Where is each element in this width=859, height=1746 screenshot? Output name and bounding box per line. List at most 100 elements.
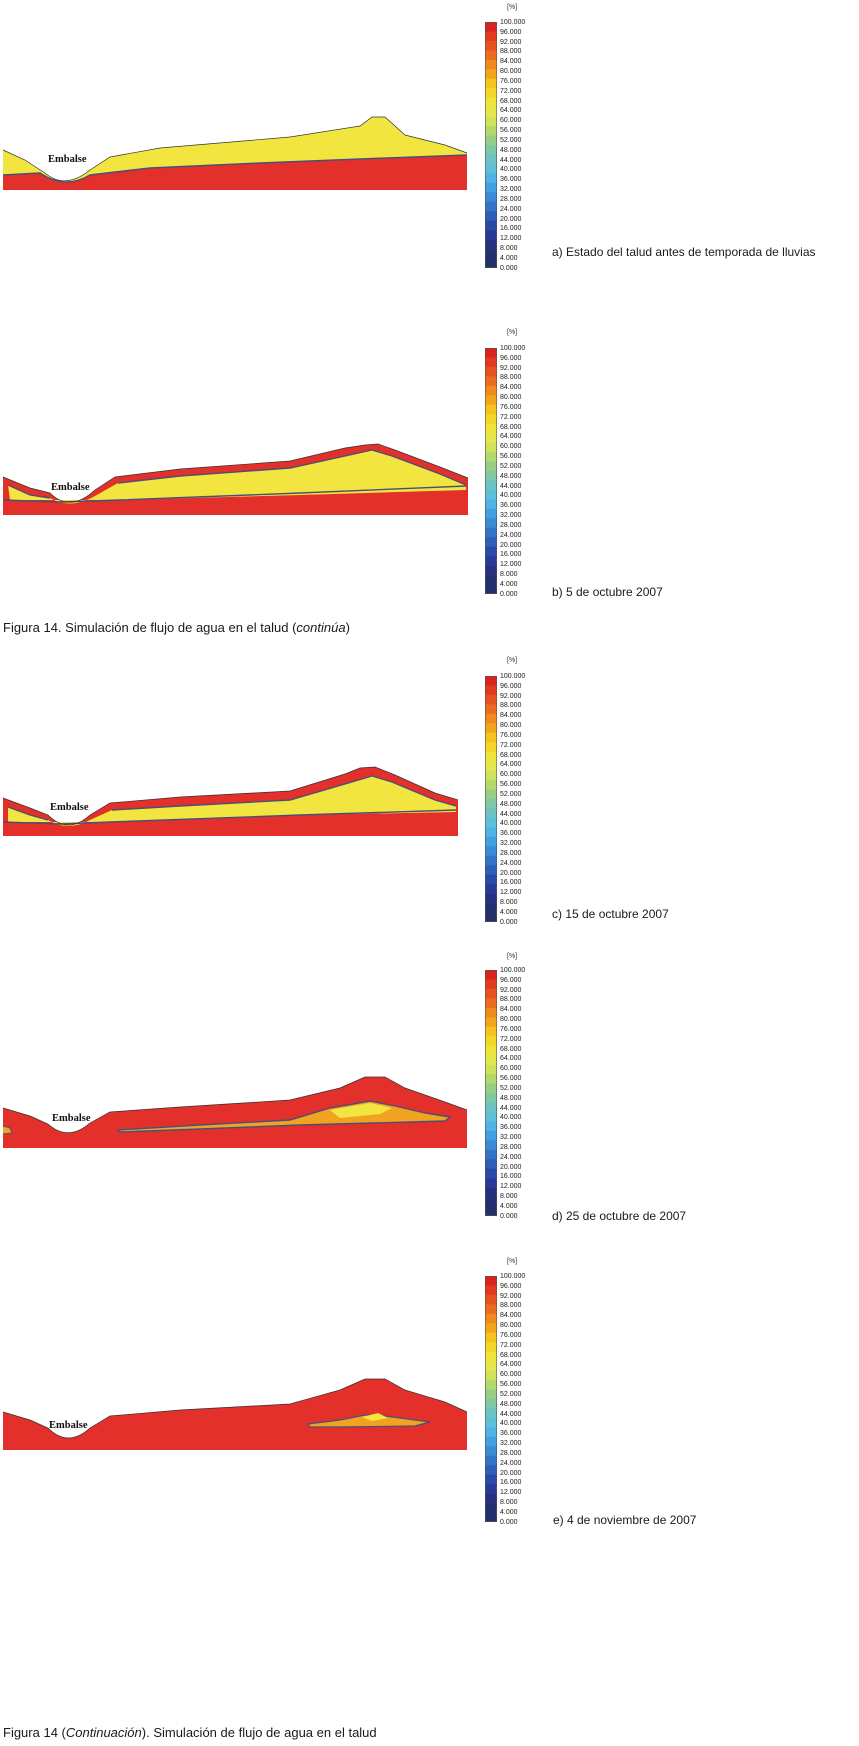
scale-border <box>485 22 497 268</box>
scale-swatch <box>485 366 497 377</box>
scale-swatch <box>485 385 497 396</box>
caption-d: d) 25 de octubre de 2007 <box>552 1209 687 1223</box>
scale-swatch <box>485 471 497 481</box>
scale-swatch <box>485 912 497 922</box>
scale-tick-label: 80.000 <box>500 1322 522 1330</box>
scale-tick-label: 64.000 <box>500 1361 522 1369</box>
scale-tick-label: 44.000 <box>500 810 522 818</box>
scale-swatch <box>485 1446 497 1457</box>
scale-tick-label: 8.000 <box>500 1193 518 1201</box>
scale-tick-label: 0.000 <box>500 918 518 926</box>
scale-tick-label: 20.000 <box>500 1163 522 1171</box>
scale-unit-label: [%] <box>507 329 518 336</box>
scale-swatch <box>485 40 497 51</box>
scale-swatch <box>485 770 497 781</box>
scale-tick-label: 72.000 <box>500 87 522 95</box>
simulation-b: Embalse <box>2 443 469 515</box>
scale-swatch <box>485 537 497 547</box>
scale-swatch <box>485 1036 497 1046</box>
scale-tick-label: 32.000 <box>500 1440 522 1448</box>
scale-tick-label: 84.000 <box>500 1312 522 1320</box>
simulation-a: Embalse <box>2 116 468 190</box>
scale-tick-label: 80.000 <box>500 722 522 730</box>
scale-swatch <box>485 357 497 368</box>
scale-swatch <box>485 480 497 491</box>
scale-swatch <box>485 201 497 212</box>
scale-tick-label: 4.000 <box>500 254 518 262</box>
scale-swatch <box>485 376 497 387</box>
scale-tick-label: 36.000 <box>500 502 522 510</box>
scale-swatch <box>485 575 497 585</box>
scale-swatch <box>485 1465 497 1475</box>
scale-tick-label: 96.000 <box>500 354 522 362</box>
figure-caption-italic: Continuación <box>65 1725 142 1740</box>
scale-swatch <box>485 414 497 424</box>
reservoir-label: Embalse <box>50 802 89 813</box>
scale-border <box>485 1276 497 1522</box>
scale-swatch <box>485 836 497 847</box>
scale-tick-label: 56.000 <box>500 781 522 789</box>
simulation-d: Embalse <box>2 1076 468 1148</box>
scale-tick-label: 56.000 <box>500 127 522 135</box>
scale-tick-label: 48.000 <box>500 146 522 154</box>
scale-swatch <box>485 348 497 358</box>
scale-swatch <box>485 874 497 885</box>
scale-tick-label: 36.000 <box>500 176 522 184</box>
scale-tick-label: 52.000 <box>500 462 522 470</box>
scale-tick-label: 68.000 <box>500 97 522 105</box>
panel-e: Embalse <box>2 1378 468 1450</box>
scale-unit-label: [%] <box>507 657 518 664</box>
scale-tick-label: 100.000 <box>500 345 526 352</box>
scale-tick-label: 48.000 <box>500 1094 522 1102</box>
scale-tick-label: 60.000 <box>500 771 522 779</box>
scale-tick-label: 96.000 <box>500 28 522 36</box>
scale-swatch <box>485 1427 497 1438</box>
scale-swatch <box>485 1093 497 1103</box>
scale-tick-label: 8.000 <box>500 245 518 253</box>
scale-swatch <box>485 404 497 415</box>
scale-tick-label: 28.000 <box>500 849 522 857</box>
scale-tick-label: 92.000 <box>500 38 522 46</box>
panel-d: Embalse <box>2 1076 468 1148</box>
scale-tick-label: 72.000 <box>500 741 522 749</box>
scale-tick-label: 64.000 <box>500 433 522 441</box>
scale-tick-label: 28.000 <box>500 1143 522 1151</box>
scale-swatch <box>485 163 497 174</box>
scale-tick-label: 28.000 <box>500 1449 522 1457</box>
scale-tick-label: 68.000 <box>500 751 522 759</box>
scale-tick-label: 96.000 <box>500 976 522 984</box>
simulation-e: Embalse <box>2 1378 468 1450</box>
panel-a: Embalse <box>0 0 859 320</box>
figure-caption-text: ). Simulación de flujo de agua en el tal… <box>141 1725 377 1740</box>
scale-swatch <box>485 1361 497 1371</box>
scale-tick-label: 20.000 <box>500 869 522 877</box>
scale-swatch <box>485 846 497 857</box>
scale-tick-label: 12.000 <box>500 561 522 569</box>
scale-tick-label: 44.000 <box>500 1410 522 1418</box>
scale-swatch <box>485 780 497 790</box>
scale-tick-label: 8.000 <box>500 571 518 579</box>
scale-tick-label: 84.000 <box>500 1006 522 1014</box>
scale-tick-label: 84.000 <box>500 384 522 392</box>
scale-swatch <box>485 1503 497 1513</box>
figure-caption-continua: Figura 14. Simulación de flujo de agua e… <box>3 620 350 635</box>
reservoir-label: Embalse <box>49 1420 88 1431</box>
scale-tick-label: 60.000 <box>500 443 522 451</box>
scale-swatch <box>485 230 497 240</box>
caption-b: b) 5 de octubre 2007 <box>552 585 663 599</box>
scale-swatch <box>485 59 497 70</box>
scale-tick-label: 4.000 <box>500 908 518 916</box>
scale-tick-label: 56.000 <box>500 1075 522 1083</box>
scale-tick-label: 0.000 <box>500 1518 518 1526</box>
reservoir-label: Embalse <box>52 1113 91 1124</box>
scale-swatch <box>485 518 497 529</box>
scale-tick-label: 64.000 <box>500 1055 522 1063</box>
scale-tick-label: 20.000 <box>500 1469 522 1477</box>
scale-tick-label: 84.000 <box>500 712 522 720</box>
scale-tick-label: 40.000 <box>500 166 522 174</box>
scale-swatch <box>485 442 497 453</box>
caption-a: a) Estado del talud antes de temporada d… <box>552 245 816 259</box>
scale-swatch <box>485 182 497 193</box>
scale-swatch <box>485 1417 497 1428</box>
scale-tick-label: 76.000 <box>500 403 522 411</box>
